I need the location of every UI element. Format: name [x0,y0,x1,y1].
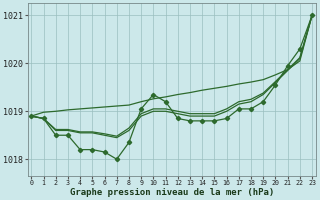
X-axis label: Graphe pression niveau de la mer (hPa): Graphe pression niveau de la mer (hPa) [69,188,274,197]
